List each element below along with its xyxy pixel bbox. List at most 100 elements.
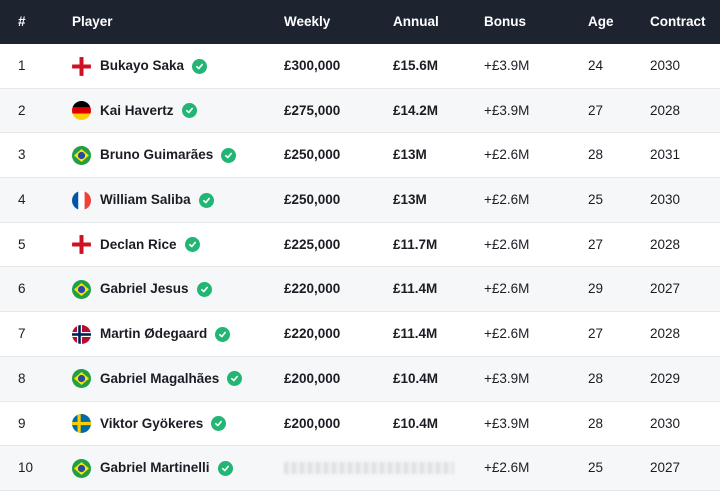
player-name[interactable]: William Saliba [100, 192, 191, 208]
bonus-cell: +£3.9M [484, 58, 530, 73]
verified-check-icon [196, 281, 212, 297]
bonus-cell: +£2.6M [484, 326, 530, 342]
player-cell[interactable]: Viktor Gyökeres [72, 402, 227, 446]
contract-cell: 2030 [650, 192, 681, 208]
bonus-cell: +£2.6M [484, 192, 530, 208]
weekly-cell: £250,000 [284, 192, 341, 208]
contract-cell: 2027 [650, 281, 681, 297]
player-cell[interactable]: Martin Ødegaard [72, 312, 231, 356]
weekly-cell: £225,000 [284, 236, 341, 252]
player-name[interactable]: Gabriel Magalhães [100, 370, 220, 386]
verified-check-icon [217, 460, 233, 476]
header-bonus[interactable]: Bonus [484, 14, 526, 29]
england-flag-icon [72, 235, 91, 255]
table-row[interactable]: 6 Gabriel Jesus £220,000 £11.4M +£2.6M 29 2027 [0, 267, 720, 313]
rank-cell: 4 [18, 192, 26, 208]
brazil-flag-icon [72, 145, 91, 165]
contract-cell: 2028 [650, 326, 681, 342]
rank-cell: 3 [18, 147, 26, 163]
contract-cell: 2027 [650, 460, 681, 476]
verified-check-icon [211, 416, 227, 431]
table-row[interactable]: 4 William Saliba £250,000 £13M +£2.6M 25 2030 [0, 178, 720, 223]
table-row[interactable]: 10 Gabriel Martinelli +£2.6M 25 2027 [0, 446, 720, 491]
verified-check-icon [227, 371, 243, 387]
table-row[interactable]: 1 Bukayo Saka £300,000 £15.6M +£3.9M 24 2030 [0, 44, 720, 89]
rank-cell: 5 [18, 236, 26, 252]
age-cell: 28 [588, 415, 604, 431]
age-cell: 28 [588, 370, 604, 386]
annual-cell: £11.4M [393, 326, 438, 342]
weekly-cell: £200,000 [284, 370, 341, 386]
player-name[interactable]: Kai Havertz [100, 102, 174, 118]
age-cell: 27 [588, 102, 604, 118]
contract-cell: 2030 [650, 58, 681, 73]
annual-cell: £11.7M [393, 236, 438, 252]
table-body: 1 Bukayo Saka £300,000 £15.6M +£3.9M 24 2030 2 K… [0, 44, 720, 491]
rank-cell: 7 [18, 326, 26, 342]
verified-check-icon [198, 192, 214, 208]
player-name[interactable]: Bukayo Saka [100, 58, 185, 73]
verified-check-icon [181, 103, 197, 119]
player-cell[interactable]: Gabriel Jesus [72, 267, 212, 311]
player-name[interactable]: Martin Ødegaard [100, 326, 208, 342]
contract-cell: 2030 [650, 415, 681, 431]
player-name[interactable]: Gabriel Jesus [100, 281, 189, 297]
player-name[interactable]: Gabriel Martinelli [100, 460, 210, 476]
sweden-flag-icon [72, 414, 91, 433]
player-name[interactable]: Viktor Gyökeres [100, 415, 204, 431]
header-annual[interactable]: Annual [393, 14, 439, 29]
table-row[interactable]: 5 Declan Rice £225,000 £11.7M +£2.6M 27 2028 [0, 223, 720, 268]
bonus-cell: +£2.6M [484, 236, 530, 252]
contract-cell: 2028 [650, 102, 681, 118]
annual-cell: £11.4M [393, 281, 438, 297]
table-header: # Player Weekly Annual Bonus Age Contrac… [0, 0, 720, 44]
player-cell[interactable]: Gabriel Magalhães [72, 357, 243, 401]
header-age[interactable]: Age [588, 14, 614, 29]
player-cell[interactable]: Bukayo Saka [72, 44, 208, 88]
norway-flag-icon [72, 324, 91, 344]
weekly-cell: £300,000 [284, 58, 341, 73]
rank-cell: 9 [18, 415, 26, 431]
annual-cell: £10.4M [393, 415, 439, 431]
table-row[interactable]: 9 Viktor Gyökeres £200,000 £10.4M +£3.9M 28 20… [0, 402, 720, 447]
bonus-cell: +£2.6M [484, 147, 530, 163]
blurred-value [284, 462, 454, 475]
header-contract[interactable]: Contract [650, 14, 706, 29]
annual-cell: £15.6M [393, 58, 439, 73]
table-row[interactable]: 2 Kai Havertz £275,000 £14.2M +£3.9M 27 2028 [0, 88, 720, 134]
brazil-flag-icon [72, 279, 91, 299]
header-player[interactable]: Player [72, 14, 113, 29]
bonus-cell: +£3.9M [484, 370, 530, 386]
annual-cell: £14.2M [393, 102, 439, 118]
header-rank[interactable]: # [18, 14, 26, 29]
player-cell[interactable]: Kai Havertz [72, 89, 197, 133]
table-row[interactable]: 8 Gabriel Magalhães £200,000 £10.4M +£3.9M 28… [0, 356, 720, 402]
verified-check-icon [215, 326, 231, 342]
contract-cell: 2029 [650, 370, 681, 386]
weekly-cell: £200,000 [284, 415, 341, 431]
annual-cell: £13M [393, 147, 427, 163]
france-flag-icon [72, 190, 91, 210]
brazil-flag-icon [72, 369, 91, 389]
player-name[interactable]: Bruno Guimarães [100, 147, 214, 163]
rank-cell: 2 [18, 102, 26, 118]
weekly-cell: £220,000 [284, 326, 341, 342]
player-cell[interactable]: William Saliba [72, 178, 214, 222]
weekly-cell: £220,000 [284, 281, 341, 297]
table-row[interactable]: 7 Martin Ødegaard £220,000 £11.4M +£2.6M 27 20… [0, 312, 720, 357]
player-cell[interactable]: Gabriel Martinelli [72, 446, 233, 490]
player-cell[interactable]: Declan Rice [72, 223, 200, 267]
england-flag-icon [72, 56, 91, 76]
player-name[interactable]: Declan Rice [100, 236, 177, 252]
age-cell: 25 [588, 192, 604, 208]
bonus-cell: +£3.9M [484, 415, 530, 431]
age-cell: 24 [588, 58, 604, 73]
rank-cell: 1 [18, 58, 26, 73]
table-row[interactable]: 3 Bruno Guimarães £250,000 £13M +£2.6M 28 2031 [0, 133, 720, 179]
verified-check-icon [192, 58, 208, 74]
brazil-flag-icon [72, 458, 91, 478]
player-cell[interactable]: Bruno Guimarães [72, 133, 237, 177]
header-weekly[interactable]: Weekly [284, 14, 331, 29]
bonus-cell: +£2.6M [484, 460, 530, 476]
